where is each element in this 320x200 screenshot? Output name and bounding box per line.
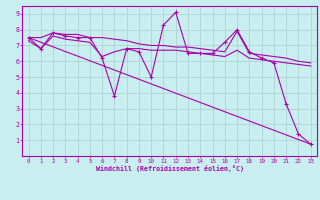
X-axis label: Windchill (Refroidissement éolien,°C): Windchill (Refroidissement éolien,°C) [96, 165, 244, 172]
